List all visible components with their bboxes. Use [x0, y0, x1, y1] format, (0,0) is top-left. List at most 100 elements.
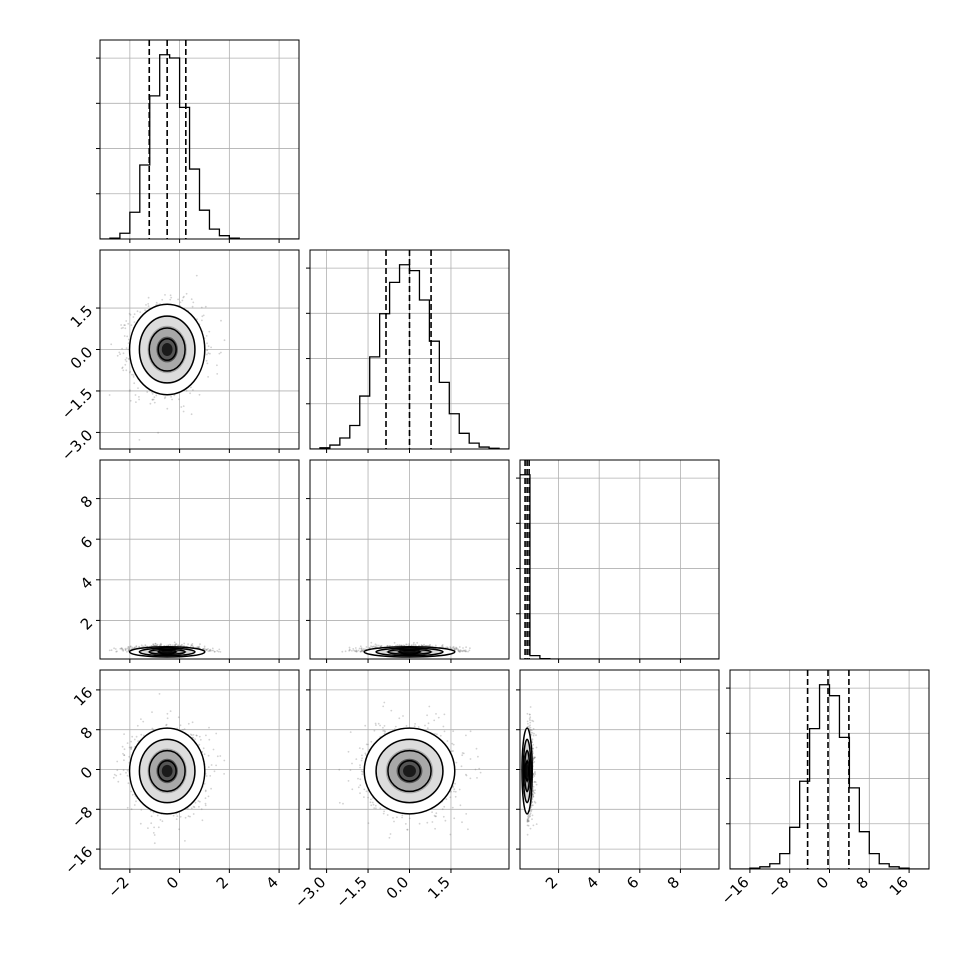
scatter-point [223, 339, 226, 342]
scatter-point [219, 755, 222, 757]
scatter-point [119, 353, 121, 355]
scatter-point [157, 431, 160, 434]
scatter-point [154, 642, 157, 645]
scatter-point [359, 650, 362, 653]
scatter-point [122, 650, 125, 652]
scatter-point [208, 330, 211, 333]
scatter-point [204, 797, 207, 800]
scatter-point [128, 746, 131, 749]
scatter-point [386, 644, 389, 647]
scatter-panel-1-2 [306, 459, 510, 663]
y-tick-label: 6 [77, 533, 96, 552]
scatter-point [195, 274, 198, 277]
scatter-point [191, 643, 194, 645]
scatter-point [132, 376, 135, 378]
scatter-point [201, 315, 204, 318]
scatter-point [122, 769, 125, 772]
scatter-point [451, 646, 454, 649]
scatter-point [138, 396, 140, 398]
scatter-point [145, 304, 147, 306]
scatter-point [129, 389, 131, 392]
scatter-point [198, 393, 201, 396]
scatter-point [133, 804, 136, 806]
scatter-point [377, 644, 380, 647]
scatter-point [460, 650, 462, 652]
scatter-point [182, 410, 185, 413]
scatter-point [418, 644, 420, 647]
scatter-point [405, 643, 407, 646]
scatter-point [140, 808, 143, 811]
scatter-point [449, 646, 452, 648]
scatter-point [165, 724, 168, 727]
scatter-point [125, 357, 128, 359]
scatter-point [360, 650, 362, 653]
scatter-point [174, 643, 177, 646]
scatter-point [204, 648, 207, 651]
scatter-point [127, 342, 130, 344]
contour-3 [397, 649, 422, 654]
scatter-point [122, 352, 125, 355]
panel-frame [99, 459, 300, 660]
scatter-point [129, 313, 132, 316]
grid [520, 460, 719, 659]
scatter-point [412, 643, 415, 646]
scatter-point [206, 342, 209, 345]
scatter-point [220, 319, 222, 322]
scatter-point [191, 305, 194, 308]
scatter-point [113, 647, 115, 650]
scatter-point [116, 769, 119, 772]
scatter-point [380, 644, 383, 647]
contour-0 [128, 646, 206, 658]
scatter-point [124, 647, 127, 650]
scatter-point [136, 310, 139, 313]
scatter-point [182, 296, 185, 299]
scatter-point [212, 649, 215, 652]
scatter-point [184, 840, 186, 842]
scatter-point [455, 648, 458, 650]
scatter-point [371, 646, 373, 648]
scatter-point [191, 644, 194, 647]
scatter-point [187, 722, 190, 725]
scatter-point [133, 646, 136, 649]
scatter-point [123, 759, 125, 762]
scatter-point [453, 648, 456, 651]
scatter-point [410, 644, 413, 647]
scatter-point [455, 647, 458, 650]
scatter-point [213, 770, 216, 773]
scatter-point [177, 644, 180, 647]
scatter-point [344, 650, 347, 653]
scatter-point [125, 320, 128, 322]
scatter-point [197, 646, 200, 649]
scatter-point [125, 369, 128, 372]
scatter-point [115, 774, 118, 777]
scatter-point [213, 650, 216, 653]
scatter-point [206, 362, 209, 365]
density-fill [129, 304, 205, 395]
scatter-point [209, 775, 212, 777]
scatter-point [153, 401, 156, 404]
scatter-point [169, 294, 172, 297]
scatter-point [373, 645, 375, 648]
scatter-point [159, 643, 162, 646]
scatter-point [120, 327, 123, 330]
scatter-point [114, 648, 117, 650]
scatter-point [216, 373, 219, 375]
scatter-point [164, 396, 167, 398]
scatter-point [164, 294, 166, 296]
panel-frame [99, 39, 300, 240]
scatter-point [413, 641, 415, 644]
scatter-point [215, 732, 218, 735]
scatter-point [129, 645, 132, 648]
scatter-point [110, 649, 113, 652]
scatter-point [429, 643, 431, 646]
contour-2 [148, 648, 186, 656]
scatter-point [458, 650, 461, 653]
scatter-point [379, 645, 382, 648]
scatter-point [370, 645, 372, 648]
y-tick-label: 0.0 [67, 343, 97, 373]
scatter-point [355, 650, 358, 653]
scatter-point [389, 645, 392, 647]
scatter-point [209, 648, 212, 651]
